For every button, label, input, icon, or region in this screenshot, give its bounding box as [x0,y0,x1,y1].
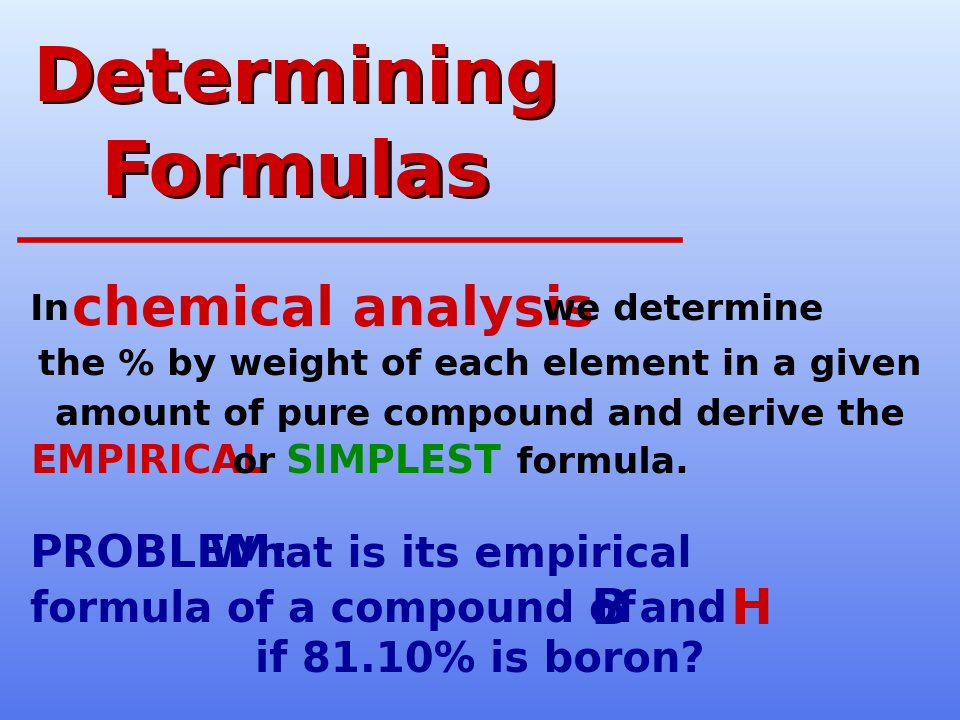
Text: H: H [730,586,772,634]
Text: Formulas: Formulas [101,138,490,212]
Text: chemical analysis: chemical analysis [72,284,594,336]
Text: B: B [590,586,628,634]
Text: we determine: we determine [530,293,824,327]
Text: What is its empirical: What is its empirical [195,534,691,576]
Text: if 81.10% is boron?: if 81.10% is boron? [255,639,705,681]
Text: formula of a compound of: formula of a compound of [30,589,650,631]
Text: Determining: Determining [32,43,559,117]
Text: Formulas: Formulas [105,141,493,215]
Text: Determining: Determining [36,46,563,120]
Text: the % by weight of each element in a given: the % by weight of each element in a giv… [38,348,922,382]
Text: SIMPLEST: SIMPLEST [285,443,501,481]
Text: and: and [625,589,741,631]
Text: EMPIRICAL: EMPIRICAL [30,443,266,481]
Text: amount of pure compound and derive the: amount of pure compound and derive the [55,398,905,432]
Text: PROBLEM:: PROBLEM: [30,534,290,577]
Text: formula.: formula. [504,445,688,479]
Text: In: In [30,293,82,327]
Text: or: or [220,445,288,479]
